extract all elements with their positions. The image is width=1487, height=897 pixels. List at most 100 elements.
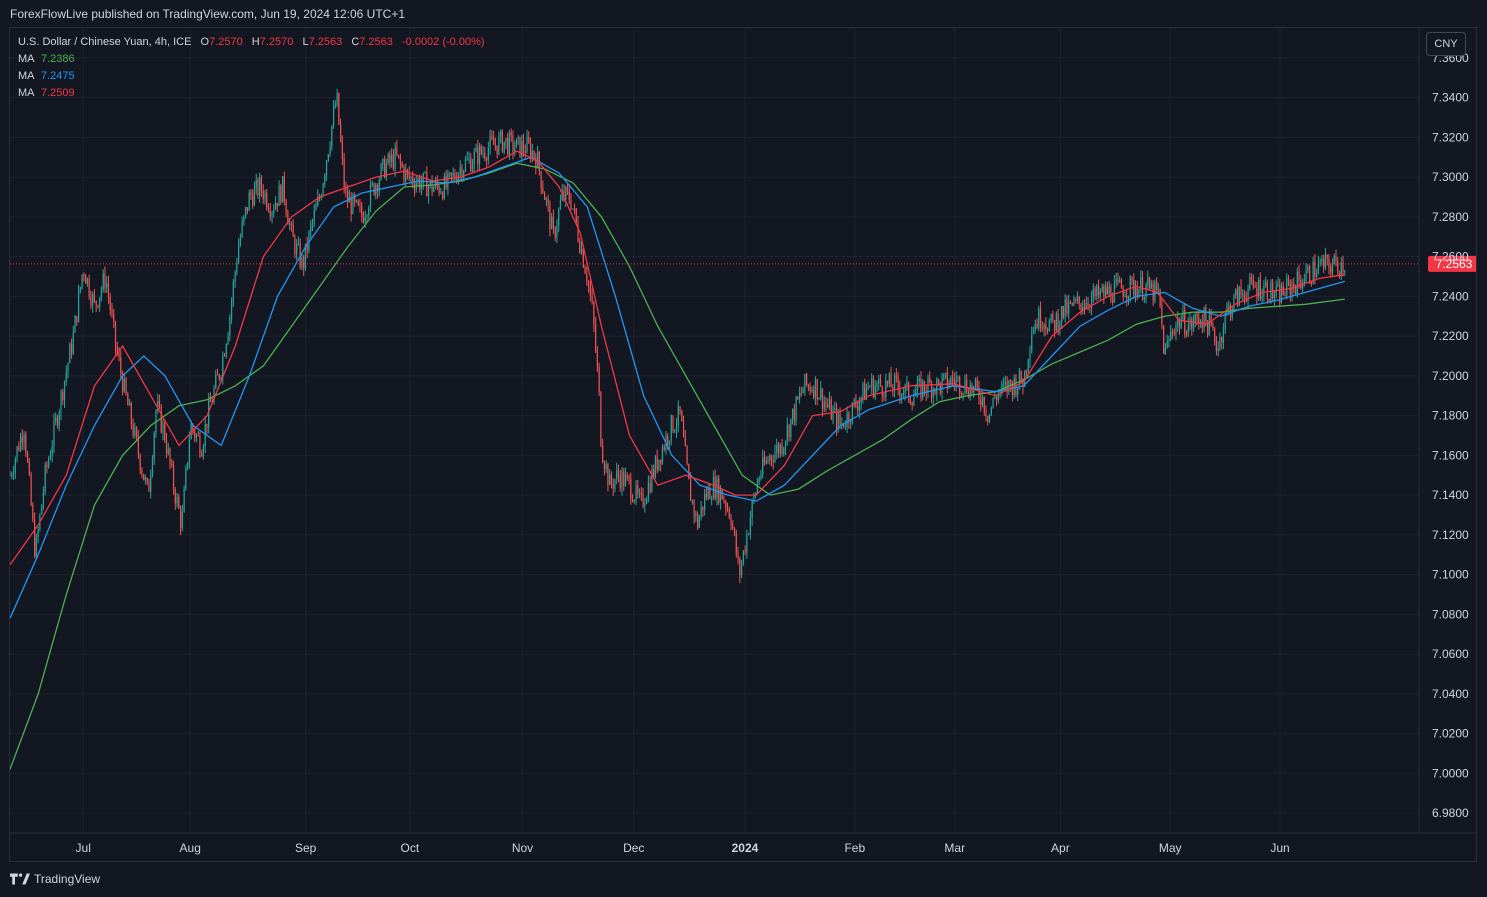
candle [341, 135, 343, 165]
candle [197, 430, 199, 437]
x-tick-label: Jun [1270, 841, 1289, 855]
candle [591, 288, 593, 305]
chart-frame[interactable]: 7.2563 7.3600 7.3400 7.3200 7.3000 7.2800 7.2… [9, 27, 1477, 862]
candle [174, 487, 176, 511]
candle [32, 502, 34, 523]
candle [1263, 280, 1265, 302]
candle [906, 375, 908, 391]
candle [1090, 290, 1093, 316]
candle [969, 380, 971, 401]
candle [1203, 306, 1205, 333]
candle [1059, 320, 1061, 336]
candle [1096, 283, 1098, 301]
candle [1231, 305, 1233, 321]
close-value: 7.2563 [359, 36, 393, 48]
low-value: 7.2563 [308, 36, 343, 48]
ma-label: MA [18, 70, 34, 82]
candle [1168, 335, 1170, 348]
candle [169, 447, 171, 470]
candle [732, 520, 734, 531]
candle [953, 372, 955, 391]
candle [677, 400, 679, 433]
candle [276, 202, 278, 212]
candle [399, 153, 402, 171]
candle [48, 455, 50, 469]
candle [1134, 280, 1137, 303]
candle [477, 139, 479, 172]
candle [739, 556, 741, 584]
candle [707, 483, 709, 501]
candle [424, 171, 426, 174]
candle [1171, 328, 1174, 340]
candle [155, 408, 157, 438]
candle [644, 498, 646, 513]
candle [348, 189, 351, 203]
candle [570, 193, 572, 211]
candle [1335, 249, 1337, 267]
legend-ma-row[interactable]: MA 7.2509 [18, 85, 485, 102]
candle [932, 386, 934, 406]
candle [95, 300, 97, 313]
candle [748, 532, 750, 536]
candle [70, 338, 73, 359]
candle [1045, 317, 1047, 336]
candle [772, 454, 774, 470]
candle [102, 269, 104, 293]
candle [923, 380, 926, 397]
candle [878, 374, 880, 391]
candle [42, 486, 45, 511]
y-tick-label: 7.0800 [1432, 607, 1469, 621]
candle [257, 177, 259, 199]
candle [818, 397, 820, 400]
candle [1152, 280, 1154, 307]
candle [1289, 279, 1291, 302]
candle [392, 148, 394, 172]
candle [716, 475, 718, 506]
candle [452, 167, 454, 184]
candle [99, 296, 101, 312]
candle [343, 152, 345, 194]
x-tick-label: Mar [944, 841, 965, 855]
legend-ma-row[interactable]: MA 7.2386 [18, 51, 485, 68]
candle [983, 396, 985, 416]
candle [34, 512, 36, 559]
candle [658, 459, 660, 472]
currency-button[interactable]: CNY [1426, 32, 1466, 56]
price-chart[interactable]: 7.2563 7.36007.34007.32007.30007.28007.2… [10, 28, 1476, 861]
candle [406, 168, 409, 180]
candle [1235, 288, 1237, 299]
candle [74, 314, 76, 333]
candle [1094, 285, 1096, 301]
candle [489, 129, 491, 156]
last-price-badge [1428, 255, 1476, 272]
candle [862, 381, 864, 404]
y-tick-label: 7.2600 [1432, 250, 1469, 264]
candle [269, 202, 271, 221]
candle [1143, 296, 1145, 304]
change-value: -0.0002 (-0.00%) [401, 36, 485, 48]
candle [1082, 300, 1084, 315]
candle [90, 290, 92, 309]
candle [869, 385, 871, 388]
candle [1214, 326, 1216, 346]
y-tick-label: 7.2800 [1432, 210, 1469, 224]
candle [1148, 276, 1151, 290]
footer-brand[interactable]: TradingView [10, 872, 100, 886]
candle [888, 372, 890, 388]
candle [1191, 316, 1193, 336]
candle [841, 417, 843, 430]
candle [387, 152, 389, 166]
candle [121, 370, 124, 396]
legend-ma-row[interactable]: MA 7.2475 [18, 68, 485, 85]
candle [450, 172, 453, 183]
candle [285, 198, 287, 218]
low-label: L [302, 36, 309, 48]
candle [352, 192, 354, 215]
candle [1331, 258, 1334, 278]
y-tick-label: 7.3200 [1432, 130, 1469, 144]
candle [1163, 325, 1165, 355]
candle [338, 92, 340, 125]
candle [721, 488, 723, 500]
candle [1061, 305, 1063, 330]
symbol-name[interactable]: U.S. Dollar / Chinese Yuan, 4h, ICE [18, 36, 192, 48]
